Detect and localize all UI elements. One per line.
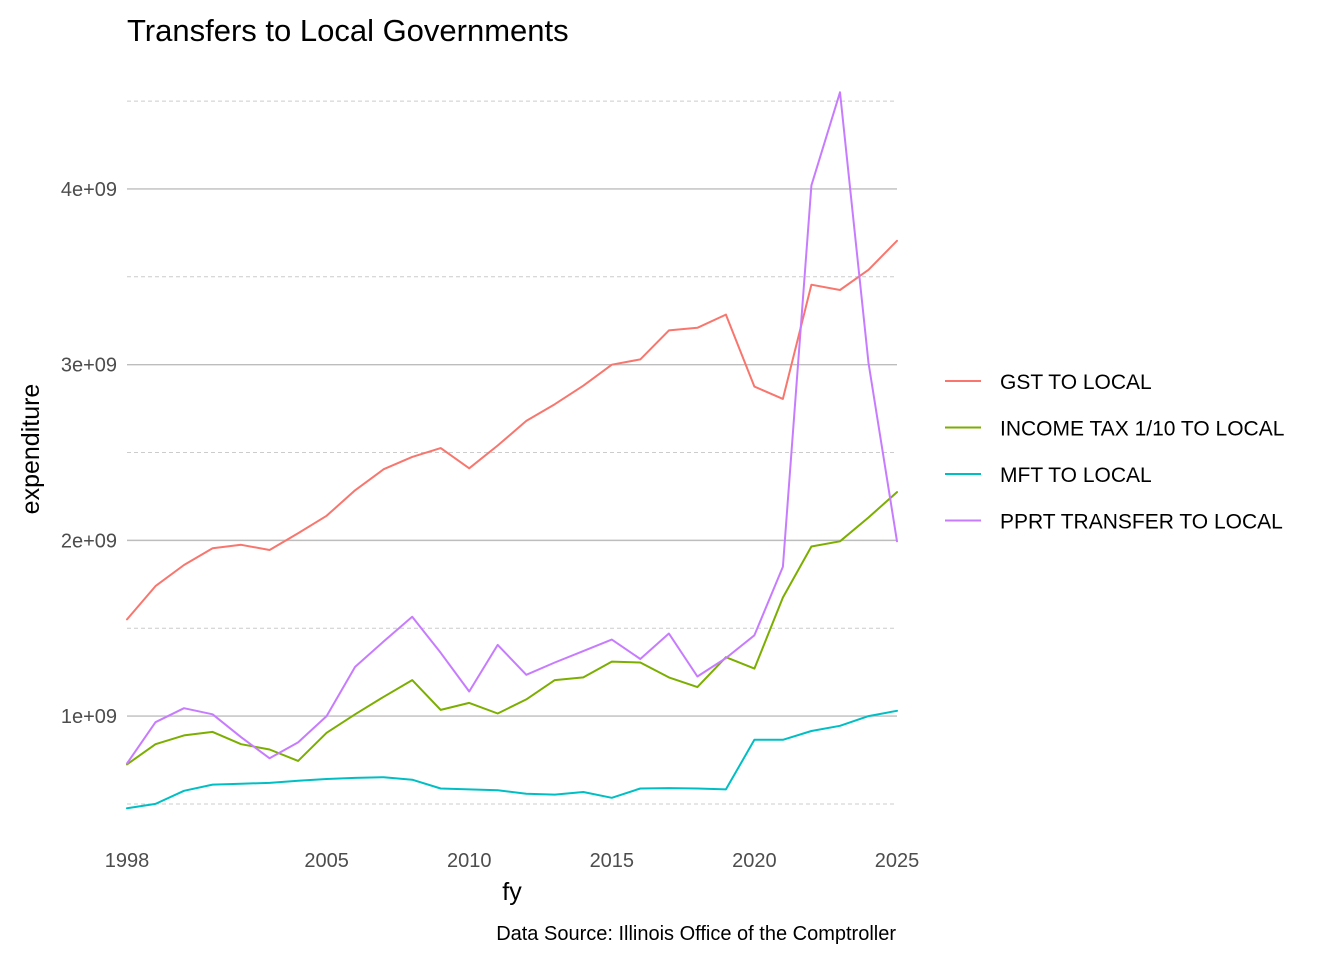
chart-title: Transfers to Local Governments — [127, 13, 569, 48]
legend: GST TO LOCAL INCOME TAX 1/10 TO LOCAL MFT … — [945, 371, 1284, 534]
chart-caption: Data Source: Illinois Office of the Comp… — [496, 923, 896, 945]
series-line-gst-to-local — [126, 239, 898, 621]
x-tick-label: 2010 — [447, 850, 492, 872]
legend-label: INCOME TAX 1/10 TO LOCAL — [1000, 418, 1284, 441]
series-line-mft-to-local — [126, 709, 898, 810]
x-tick-label: 2025 — [875, 850, 920, 872]
x-tick-label: 1998 — [105, 850, 150, 872]
x-tick-label: 2020 — [732, 850, 777, 872]
y-tick-label: 2e+09 — [61, 530, 117, 552]
legend-label: GST TO LOCAL — [1000, 371, 1152, 394]
y-axis-title: expenditure — [17, 384, 45, 515]
minor-gridlines — [127, 100, 897, 805]
y-tick-label: 1e+09 — [61, 706, 117, 728]
x-axis-tick-labels: 1998 2005 2010 2015 2020 2025 — [105, 850, 920, 872]
legend-label: PPRT TRANSFER TO LOCAL — [1000, 511, 1283, 534]
series-lines — [126, 91, 898, 810]
series-line-pprt-transfer-to-local — [126, 91, 898, 765]
major-gridlines — [127, 188, 897, 717]
x-tick-label: 2015 — [590, 850, 635, 872]
legend-label: MFT TO LOCAL — [1000, 464, 1152, 487]
x-axis-title: fy — [502, 878, 522, 906]
y-axis-tick-labels: 1e+09 2e+09 3e+09 4e+09 — [61, 179, 117, 728]
x-tick-label: 2005 — [304, 850, 349, 872]
y-tick-label: 3e+09 — [61, 355, 117, 377]
y-tick-label: 4e+09 — [61, 179, 117, 201]
